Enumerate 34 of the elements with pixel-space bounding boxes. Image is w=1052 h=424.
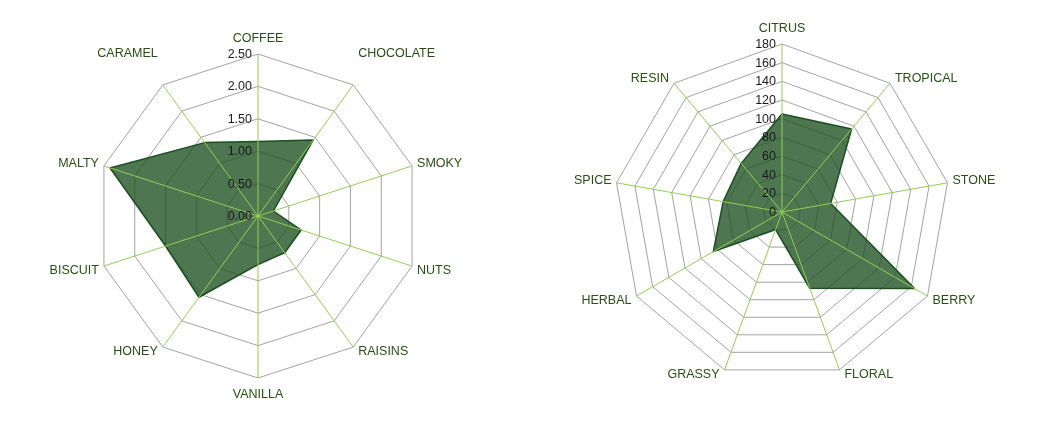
y-tick-label: 120: [755, 93, 777, 107]
spoke-label: CHOCOLATE: [358, 45, 436, 60]
spoke-label: BISCUIT: [49, 263, 100, 278]
spoke-label: FLORAL: [844, 366, 894, 381]
spoke-label: HONEY: [113, 344, 159, 359]
spoke-label: CITRUS: [758, 21, 806, 35]
y-tick-label: 100: [755, 111, 777, 126]
y-tick-label: 2.00: [227, 79, 253, 94]
y-tick-label: 60: [762, 149, 777, 163]
y-tick-label: 0.50: [227, 176, 253, 191]
spoke-label: MALTY: [58, 155, 100, 170]
spoke-label: RESIN: [630, 71, 670, 86]
spoke-label: NUTS: [417, 263, 452, 278]
y-tick-label: 180: [755, 37, 777, 51]
y-tick-label: 140: [755, 74, 777, 89]
spoke-label: VANILLA: [232, 387, 284, 401]
spoke-label: SMOKY: [417, 155, 463, 170]
spoke-label: HERBAL: [581, 293, 632, 307]
y-tick-label: 40: [762, 167, 777, 182]
y-tick-label: 0.00: [227, 209, 253, 223]
y-tick-label: 1.00: [227, 144, 253, 159]
spoke-label: BERRY: [932, 293, 976, 307]
spoke-label: CARAMEL: [97, 45, 158, 60]
spoke-label: STONE: [952, 172, 996, 187]
y-tick-label: 20: [762, 186, 777, 201]
y-tick-label: 2.50: [227, 47, 253, 61]
y-tick-label: 80: [762, 130, 777, 145]
spoke-label: RAISINS: [358, 344, 409, 359]
spoke-label: GRASSY: [667, 366, 721, 381]
spoke-label: TROPICAL: [894, 71, 958, 86]
spoke-label: SPICE: [574, 172, 612, 187]
y-tick-label: 160: [755, 55, 777, 70]
spoke-label: COFFEE: [232, 31, 284, 45]
y-tick-label: 1.50: [227, 111, 253, 126]
